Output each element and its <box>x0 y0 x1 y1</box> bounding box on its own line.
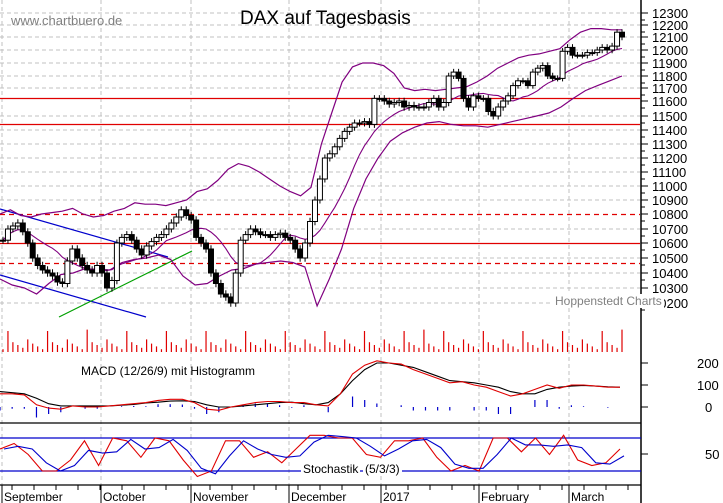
svg-text:0: 0 <box>705 400 712 415</box>
y-tick-label: 11000 <box>652 179 687 194</box>
x-tick-label: September <box>4 490 63 503</box>
y-tick-label: 12200 <box>652 18 688 33</box>
y-tick-label: 11600 <box>652 94 687 109</box>
x-tick-label: November <box>193 490 248 503</box>
stoch-label-right: (5/3/3) <box>363 462 402 476</box>
y-tick-label: 10600 <box>652 236 688 251</box>
y-tick-label: 12300 <box>652 6 688 21</box>
y-tick-label: 11200 <box>652 151 687 166</box>
x-tick-label: October <box>103 490 146 503</box>
x-tick-label: December <box>291 490 346 503</box>
y-tick-label: 11400 <box>652 123 687 138</box>
y-tick-label: 11300 <box>652 137 687 152</box>
svg-text:100: 100 <box>697 378 719 393</box>
x-tick-label: March <box>571 490 604 503</box>
svg-text:200: 200 <box>697 356 719 371</box>
y-tick-label: 10400 <box>652 266 688 281</box>
candles <box>0 29 625 307</box>
macd-label: MACD (12/26/9) mit Histogramm <box>81 364 256 378</box>
y-tick-label: 10300 <box>652 281 688 296</box>
y-tick-label: 11800 <box>652 69 687 84</box>
watermark: www.chartbuero.de <box>11 13 123 28</box>
stoch-label-left: Stochastik <box>301 462 361 476</box>
y-tick-label: 12100 <box>652 30 688 45</box>
y-tick-label: 10700 <box>652 222 688 237</box>
y-tick-label: 12000 <box>652 43 688 58</box>
chart-title: DAX auf Tagesbasis <box>240 8 411 29</box>
y-tick-label: 10500 <box>652 251 688 266</box>
x-tick-label: February <box>481 490 529 503</box>
y-tick-label: 11900 <box>652 56 687 71</box>
y-tick-label: 11500 <box>652 109 687 124</box>
x-tick-label: 2017 <box>383 490 410 503</box>
y-tick-label: 11700 <box>652 81 687 96</box>
y-tick-label: 11100 <box>652 165 686 180</box>
y-tick-label: 10800 <box>652 207 688 222</box>
credit-label: Hoppenstedt Charts <box>553 294 664 308</box>
y-tick-label: 10900 <box>652 193 688 208</box>
svg-text:50: 50 <box>705 447 719 462</box>
